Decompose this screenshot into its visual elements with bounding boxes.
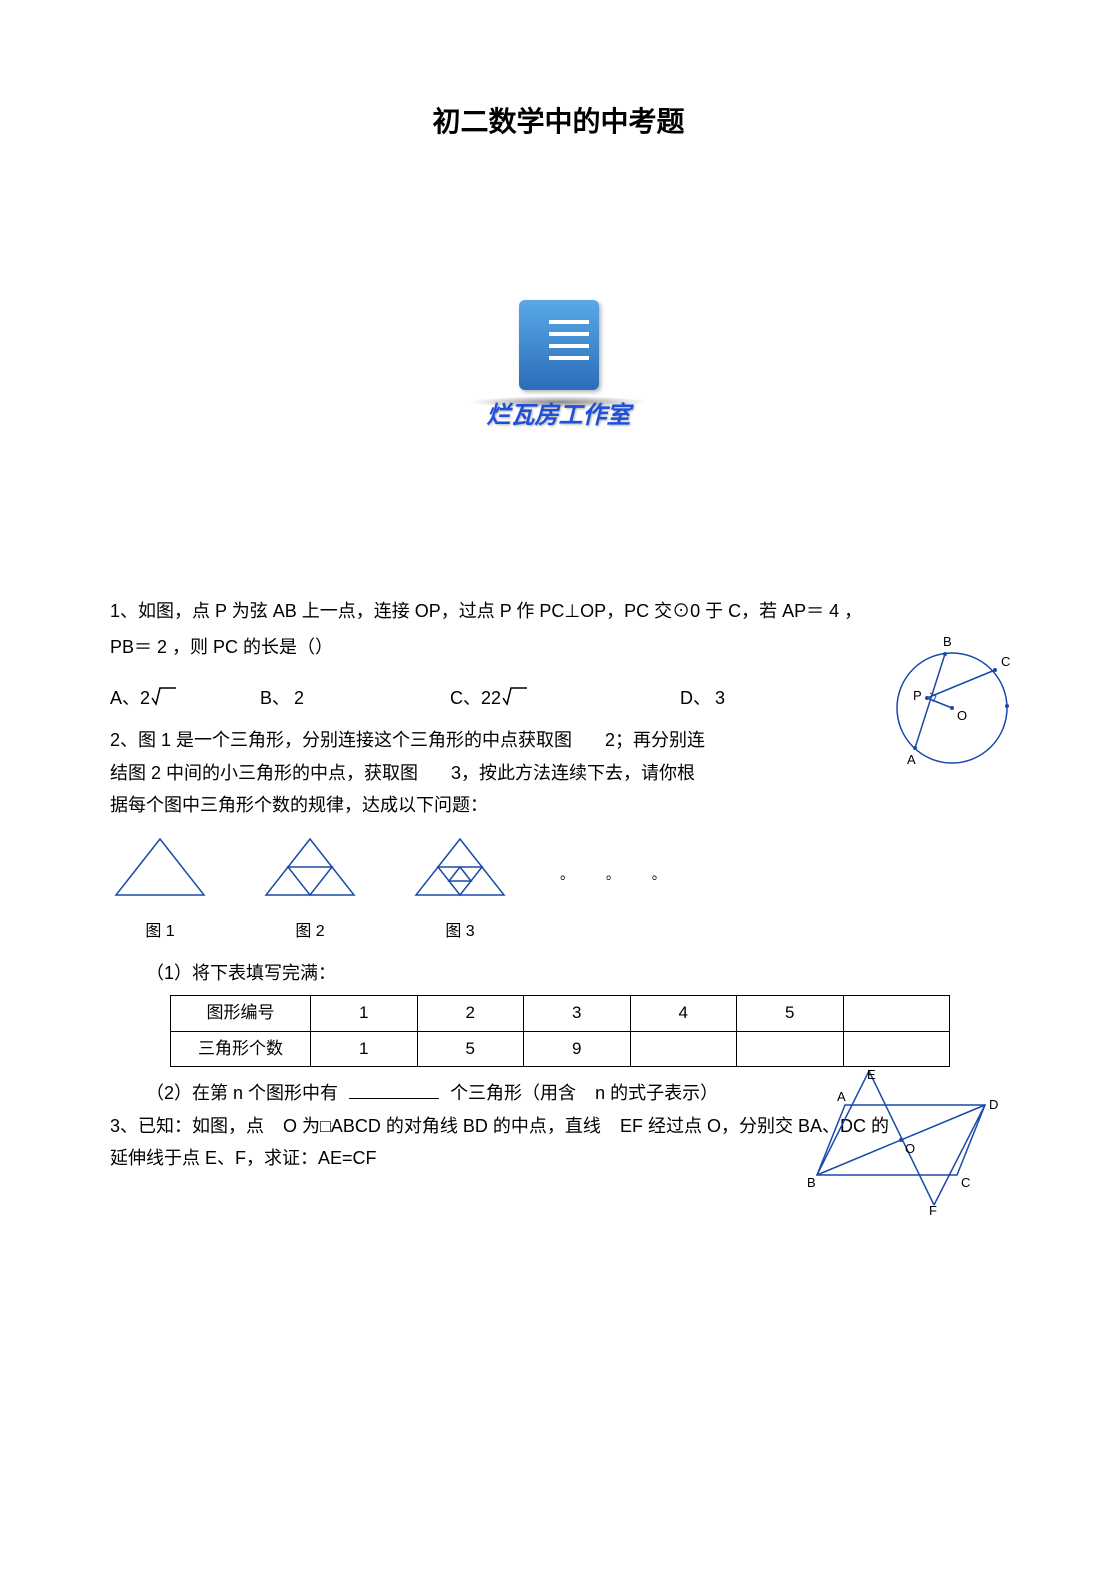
q1-figure: B C P O A <box>867 628 1027 788</box>
figure-2: 图 2 <box>260 833 360 946</box>
label-C: C <box>1001 654 1010 669</box>
table-cell: 1 <box>311 1031 418 1067</box>
label-E: E <box>867 1067 876 1082</box>
q2-sub2-c: n 的式子表示） <box>595 1083 718 1103</box>
logo-container: 烂瓦房工作室 <box>110 300 1007 435</box>
table-cell <box>843 995 950 1031</box>
option-a-value: 2 <box>140 682 150 714</box>
option-a-prefix: A、 <box>110 682 140 714</box>
q2-line1: 2、图 1 是一个三角形，分别连接这个三角形的中点获取图 2；再分别连 <box>110 724 807 756</box>
table-cell: 1 <box>311 995 418 1031</box>
table-cell: 5 <box>417 1031 524 1067</box>
sqrt-icon <box>501 686 529 710</box>
q3-figure: A D B C E F O <box>807 1065 1007 1215</box>
q2-text-b-tail: 3，按此方法连续下去，请你根 <box>451 763 695 783</box>
table-row: 三角形个数 1 5 9 <box>171 1031 950 1067</box>
table-cell <box>630 1031 737 1067</box>
q2-line2: 结图 2 中间的小三角形的中点，获取图 3，按此方法连续下去，请你根 <box>110 757 807 789</box>
option-c-prefix: C、 <box>450 682 481 714</box>
label-B: B <box>807 1175 816 1190</box>
q2-table: 图形编号 1 2 3 4 5 三角形个数 1 5 9 <box>170 995 950 1067</box>
table-cell: 2 <box>417 995 524 1031</box>
q2-sub1: （1）将下表填写完满： <box>110 957 1007 989</box>
label-O: O <box>957 708 967 723</box>
triangle-figures: 图 1 图 2 图 3 。 。 。 <box>110 833 1007 946</box>
table-header-2: 三角形个数 <box>171 1031 311 1067</box>
figure-2-caption: 图 2 <box>260 918 360 947</box>
option-b-value: 2 <box>294 682 304 714</box>
logo-text: 烂瓦房工作室 <box>459 395 659 430</box>
q2-line3: 据每个图中三角形个数的规律，达成以下问题： <box>110 789 807 821</box>
sqrt-icon <box>150 686 178 710</box>
logo-image: 烂瓦房工作室 <box>459 300 659 430</box>
table-cell: 4 <box>630 995 737 1031</box>
label-A: A <box>837 1089 846 1104</box>
logo-e-icon <box>519 300 599 390</box>
ellipsis-dots: 。 。 。 <box>560 862 680 917</box>
q2-text-a: 2、图 1 是一个三角形，分别连接这个三角形的中点获取图 <box>110 730 572 750</box>
figure-1: 图 1 <box>110 833 210 946</box>
table-header-1: 图形编号 <box>171 995 311 1031</box>
label-A: A <box>907 752 916 767</box>
label-C: C <box>961 1175 970 1190</box>
page-title: 初二数学中的中考题 <box>110 100 1007 140</box>
option-c: C、 22 <box>450 682 680 714</box>
q1-line1: 1、如图，点 P 为弦 AB 上一点，连接 OP，过点 P 作 PC⊥OP，PC… <box>110 595 1007 627</box>
figure-3-caption: 图 3 <box>410 918 510 947</box>
option-b-prefix: B、 <box>260 682 290 714</box>
label-D: D <box>989 1097 998 1112</box>
option-a: A、 2 <box>110 682 260 714</box>
option-b: B、 2 <box>260 682 450 714</box>
table-row: 图形编号 1 2 3 4 5 <box>171 995 950 1031</box>
q2-sub2-a: （2）在第 n 个图形中有 <box>146 1083 338 1103</box>
table-cell: 9 <box>524 1031 631 1067</box>
table-cell: 3 <box>524 995 631 1031</box>
q2-sub2-b: 个三角形（用含 <box>450 1083 576 1103</box>
label-B: B <box>943 634 952 649</box>
table-cell <box>843 1031 950 1067</box>
option-d: D、 3 <box>680 682 827 714</box>
option-d-prefix: D、 <box>680 682 711 714</box>
label-P: P <box>913 688 922 703</box>
q3-line1-a: 3、已知：如图，点 <box>110 1116 264 1136</box>
figure-3: 图 3 <box>410 833 510 946</box>
table-cell: 5 <box>737 995 844 1031</box>
blank-line <box>349 1098 439 1099</box>
table-cell <box>737 1031 844 1067</box>
q2-text-a-tail: 2；再分别连 <box>605 730 705 750</box>
figure-1-caption: 图 1 <box>110 918 210 947</box>
option-c-value: 22 <box>481 682 501 714</box>
q2-text-b: 结图 2 中间的小三角形的中点，获取图 <box>110 763 418 783</box>
q3-line1-b: O 为□ABCD 的对角线 BD 的中点，直线 <box>283 1116 601 1136</box>
label-F: F <box>929 1203 937 1215</box>
option-d-value: 3 <box>715 682 725 714</box>
label-O: O <box>905 1141 915 1156</box>
